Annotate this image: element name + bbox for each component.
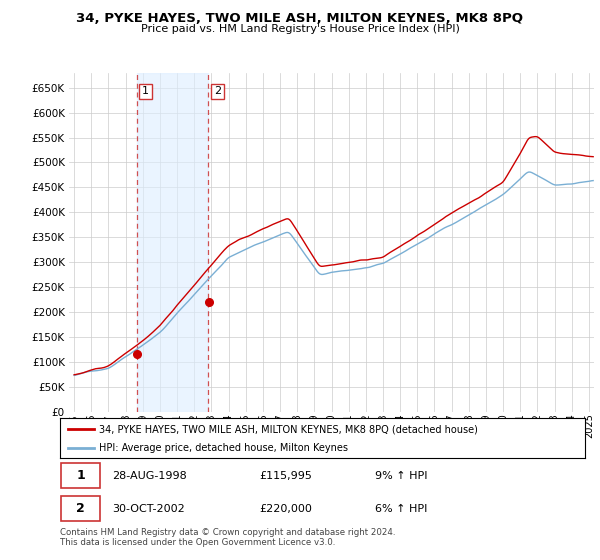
Text: £115,995: £115,995	[260, 471, 313, 481]
Bar	[137, 73, 208, 412]
Text: 34, PYKE HAYES, TWO MILE ASH, MILTON KEYNES, MK8 8PQ (detached house): 34, PYKE HAYES, TWO MILE ASH, MILTON KEY…	[100, 424, 478, 434]
Text: HPI: Average price, detached house, Milton Keynes: HPI: Average price, detached house, Milt…	[100, 443, 349, 453]
Text: Price paid vs. HM Land Registry's House Price Index (HPI): Price paid vs. HM Land Registry's House …	[140, 24, 460, 34]
Text: 9% ↑ HPI: 9% ↑ HPI	[375, 471, 427, 481]
Text: 30-OCT-2002: 30-OCT-2002	[113, 503, 185, 514]
Text: Contains HM Land Registry data © Crown copyright and database right 2024.
This d: Contains HM Land Registry data © Crown c…	[60, 528, 395, 547]
FancyBboxPatch shape	[61, 496, 100, 521]
Text: 1: 1	[76, 469, 85, 482]
Text: 34, PYKE HAYES, TWO MILE ASH, MILTON KEYNES, MK8 8PQ: 34, PYKE HAYES, TWO MILE ASH, MILTON KEY…	[77, 12, 523, 25]
Text: 1: 1	[142, 86, 149, 96]
Text: 28-AUG-1998: 28-AUG-1998	[113, 471, 187, 481]
Text: 6% ↑ HPI: 6% ↑ HPI	[375, 503, 427, 514]
Text: 2: 2	[76, 502, 85, 515]
FancyBboxPatch shape	[61, 463, 100, 488]
Text: 2: 2	[214, 86, 221, 96]
Text: £220,000: £220,000	[260, 503, 313, 514]
